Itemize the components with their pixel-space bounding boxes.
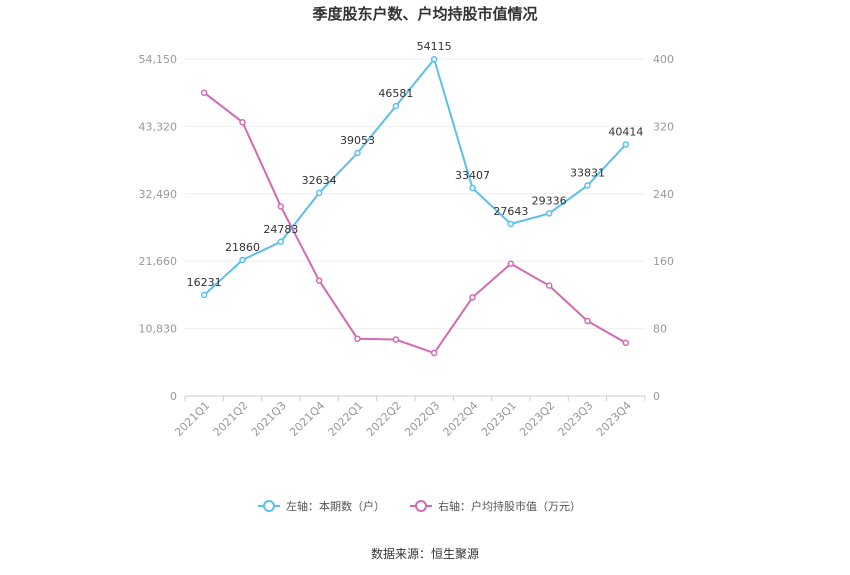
legend-label: 右轴：户均持股市值（万元） [438,499,581,513]
x-axis: 2021Q12021Q22021Q32021Q42022Q12022Q22022… [172,396,646,439]
left-axis: 0 10,830 21,660 32,490 43,320 54,150 [139,53,178,403]
legend-marker [415,500,427,512]
right-tick-label: 0 [653,390,660,403]
x-tick-label: 2021Q3 [249,399,289,439]
data-label: 39053 [340,134,375,147]
series-group [200,55,630,357]
series-1-point [622,141,630,148]
left-tick-label: 21,660 [139,255,178,268]
left-tick-label: 43,320 [139,120,178,133]
series-2-point [584,317,591,325]
right-tick-label: 240 [653,188,674,201]
x-tick-label: 2023Q4 [594,399,634,439]
series-2-point [430,349,438,357]
data-label: 40414 [608,125,643,138]
left-tick-label: 10,830 [139,323,178,336]
series-1-point [392,102,400,110]
series-2-point [239,118,246,126]
data-label: 16231 [187,276,222,289]
data-label: 32634 [302,174,337,187]
series-2-point [507,260,515,267]
x-tick-label: 2022Q1 [326,399,366,439]
source-note: 数据来源：恒生聚源 [371,546,479,561]
series-2-point [622,339,630,347]
x-tick-label: 2023Q2 [517,399,557,439]
legend-label: 左轴：本期数（户） [286,499,385,513]
data-label: 33407 [455,169,490,182]
series-2-point [392,336,400,343]
legend-item-2[interactable]: 右轴：户均持股市值（万元） [410,499,581,513]
series-1-point [315,189,323,197]
x-tick-label: 2021Q1 [172,399,212,439]
series-1-point [469,184,476,192]
series-1-point [545,210,553,217]
series-1-point [239,256,246,264]
right-tick-label: 80 [653,323,667,336]
series-1-point [277,238,285,246]
left-tick-label: 54,150 [139,53,178,66]
legend-marker [263,500,275,512]
series-2-point [545,282,553,289]
series-line-1 [203,57,627,296]
series-1-point [507,220,515,228]
data-label: 29336 [532,194,567,207]
data-label: 24783 [263,223,298,236]
series-2-point [354,335,361,342]
x-tick-label: 2023Q1 [479,399,519,439]
series-1-point [354,149,361,157]
series-1-point [584,182,591,189]
right-tick-label: 400 [653,53,674,66]
right-tick-label: 160 [653,255,674,268]
right-axis: 0 80 160 240 320 400 [653,53,674,403]
series-2-point [200,89,208,96]
series-1-point [430,55,438,63]
series-1-point [200,291,208,299]
x-tick-label: 2022Q2 [364,399,404,439]
left-tick-label: 0 [170,390,177,403]
series-2-point [469,294,476,301]
data-label: 46581 [378,87,413,100]
legend[interactable]: 左轴：本期数（户） 右轴：户均持股市值（万元） [258,499,581,513]
data-label: 27643 [493,205,528,218]
x-tick-label: 2022Q4 [441,399,481,439]
x-tick-label: 2021Q4 [287,399,327,439]
chart-title: 季度股东户数、户均持股市值情况 [312,5,537,23]
series-line-2 [203,91,627,355]
series-2-point [277,203,285,210]
right-tick-label: 320 [653,120,674,133]
data-label: 33831 [570,166,605,179]
series-2-point [315,277,323,284]
data-label: 54115 [417,40,452,53]
x-tick-label: 2022Q3 [402,399,442,439]
legend-item-1[interactable]: 左轴：本期数（户） [258,499,385,513]
x-tick-label: 2021Q2 [211,399,251,439]
left-tick-label: 32,490 [139,188,178,201]
data-label: 21860 [225,241,260,254]
x-tick-label: 2023Q3 [556,399,596,439]
